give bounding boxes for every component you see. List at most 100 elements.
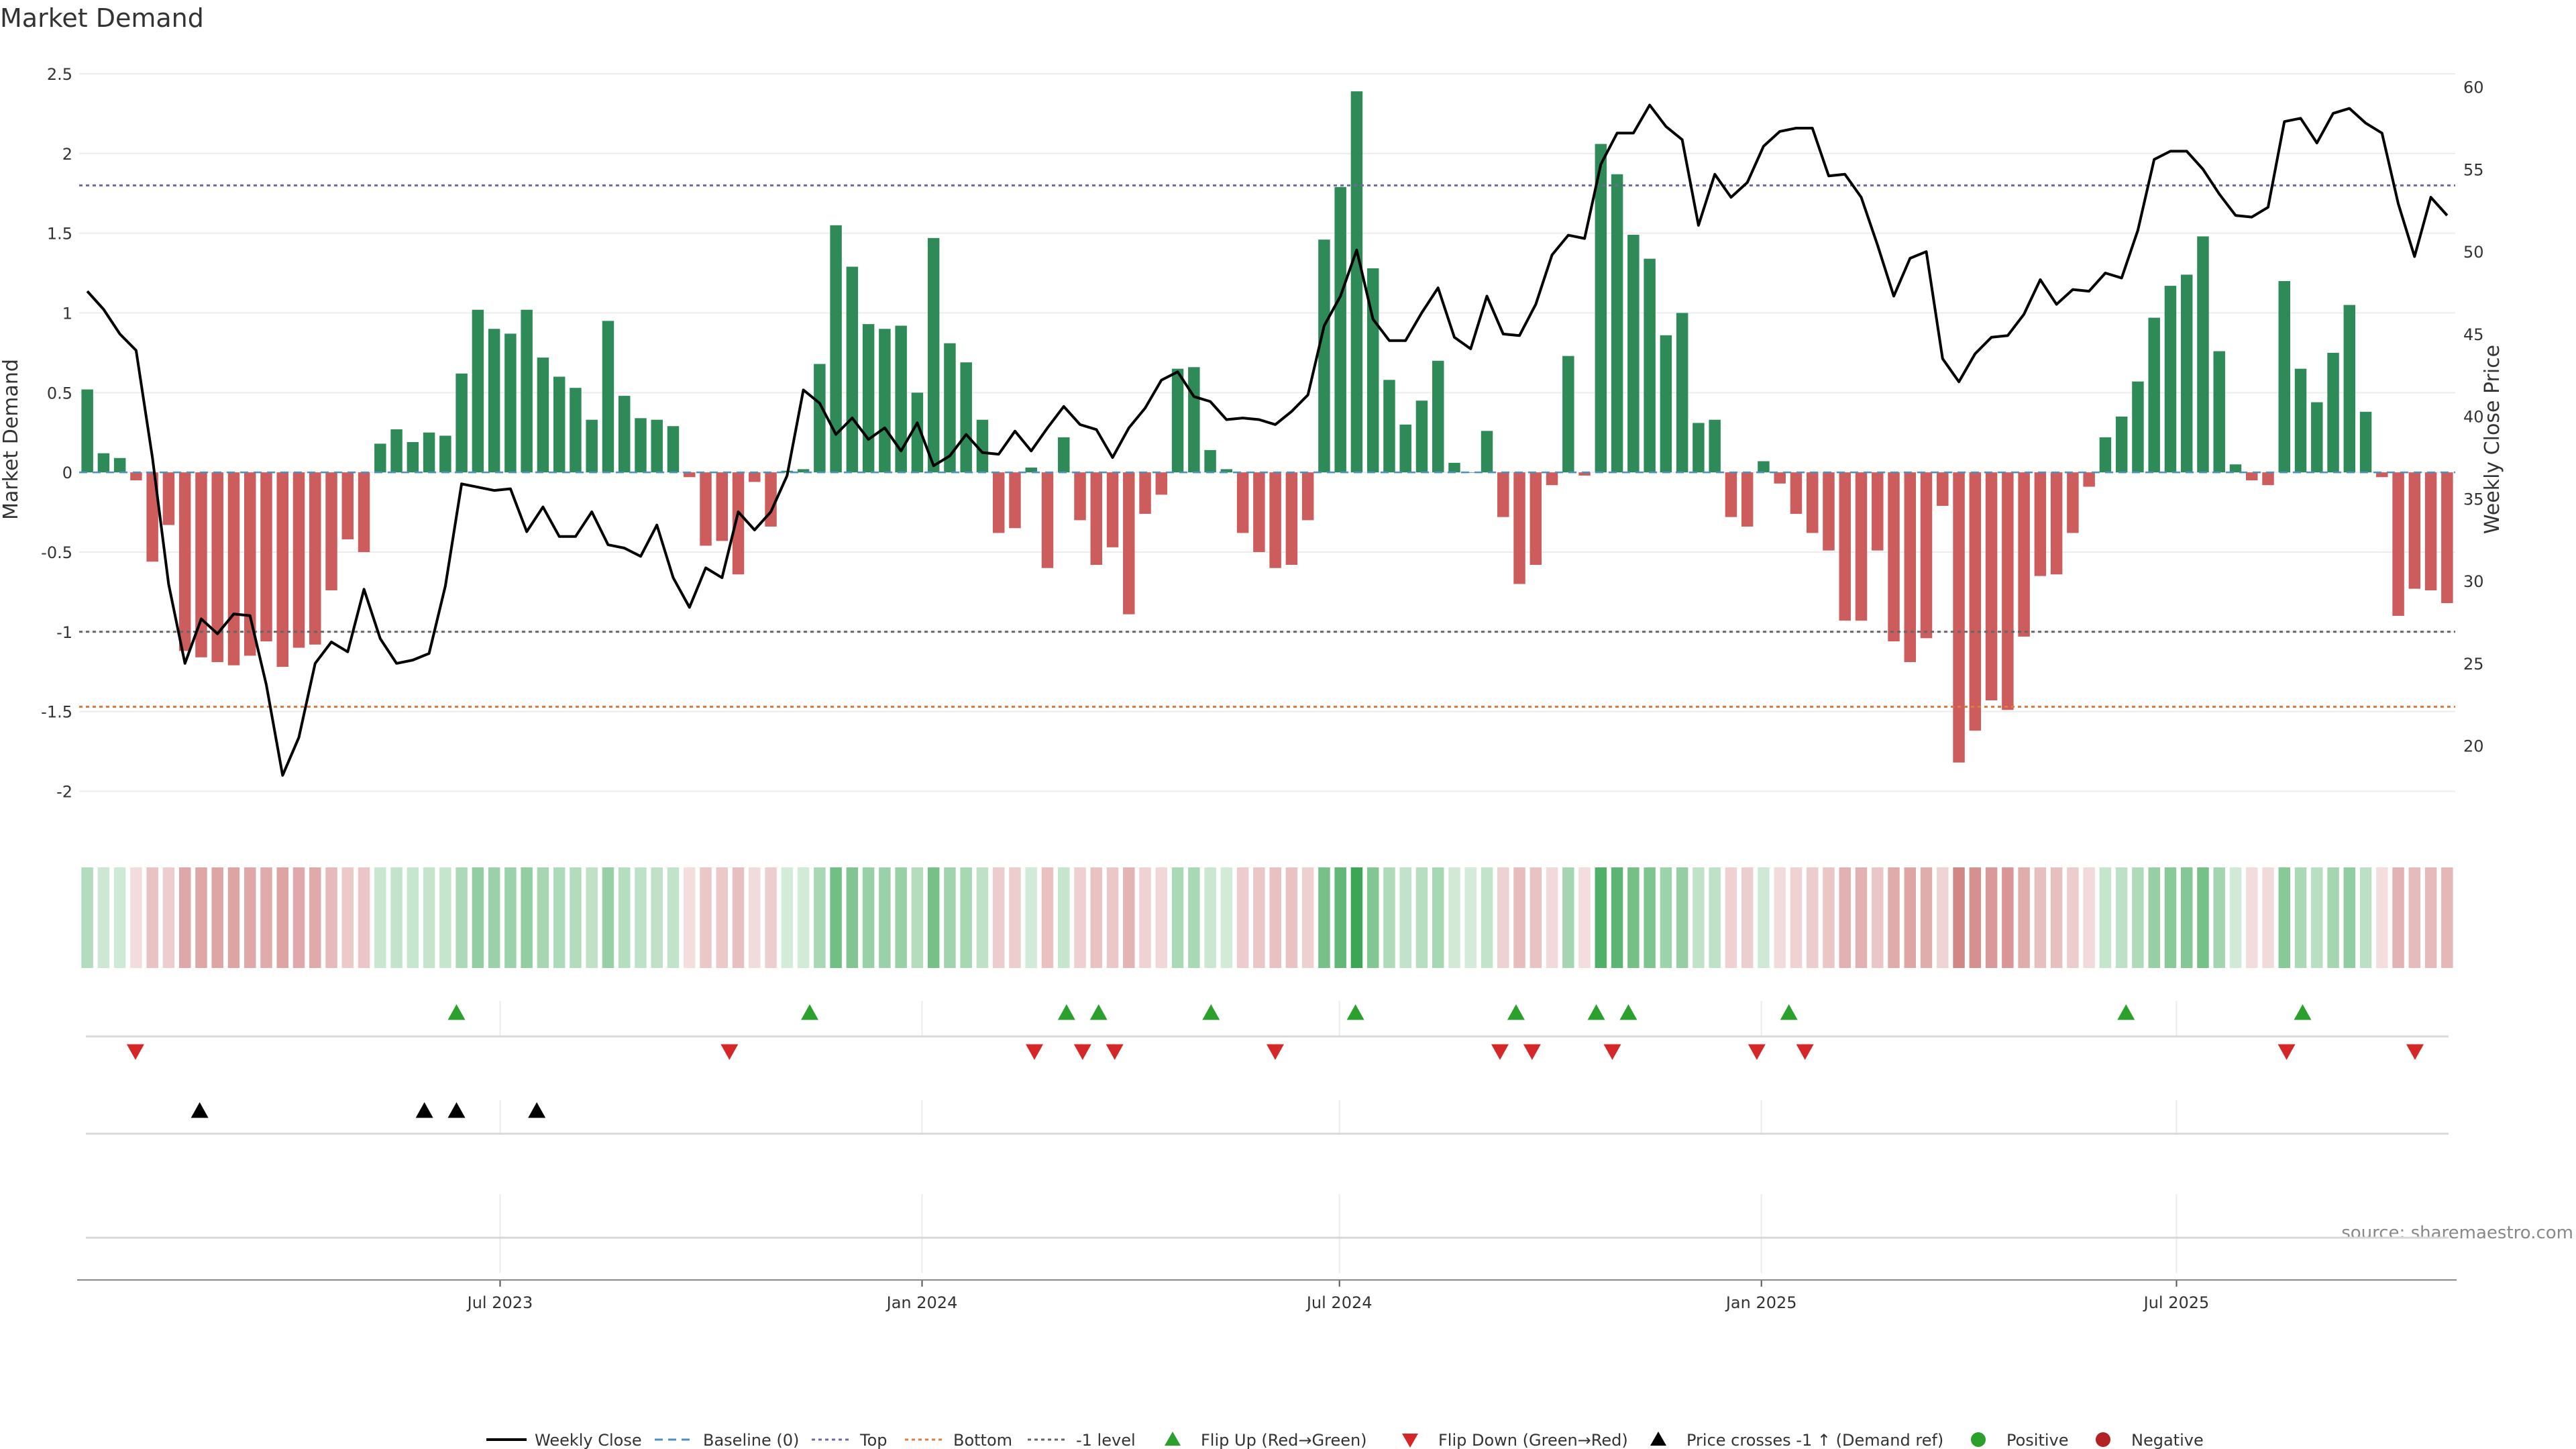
- heat-cell: [2278, 867, 2291, 968]
- heat-cell: [1269, 867, 1281, 968]
- y-axis-left-title: Market Demand: [0, 359, 23, 520]
- heat-cell: [1888, 867, 1900, 968]
- demand-bar: [2278, 280, 2291, 473]
- heat-cell: [716, 867, 729, 968]
- demand-bar: [667, 426, 680, 473]
- x-tick-label: Jan 2025: [1725, 1293, 1797, 1312]
- heat-cell: [846, 867, 859, 968]
- demand-bar: [749, 472, 761, 482]
- demand-bar: [1709, 419, 1721, 473]
- heat-cell: [276, 867, 288, 968]
- heat-cell: [2018, 867, 2030, 968]
- heat-cell: [2213, 867, 2225, 968]
- heat-cell: [2099, 867, 2112, 968]
- demand-bar: [2197, 236, 2209, 473]
- heat-cell: [1464, 867, 1477, 968]
- heat-cell: [2034, 867, 2047, 968]
- heat-cell: [1774, 867, 1786, 968]
- demand-bar: [1171, 368, 1184, 473]
- heat-cell: [797, 867, 810, 968]
- heat-cell: [423, 867, 435, 968]
- demand-bar: [260, 472, 272, 642]
- y-left-tick-label: 2.5: [47, 65, 72, 84]
- demand-bar: [700, 472, 712, 546]
- demand-bar: [1676, 313, 1688, 473]
- heat-cell: [684, 867, 696, 968]
- heat-cell: [553, 867, 566, 968]
- demand-bar: [1106, 472, 1119, 547]
- demand-bar: [1627, 235, 1640, 473]
- demand-bar: [814, 364, 826, 473]
- heat-cell: [960, 867, 972, 968]
- chart-title: Market Demand: [0, 3, 204, 33]
- demand-bar: [895, 325, 907, 473]
- demand-bar: [1090, 472, 1103, 565]
- demand-bar: [2050, 472, 2063, 575]
- heat-cell: [1627, 867, 1640, 968]
- heat-cell: [749, 867, 761, 968]
- demand-bar: [2018, 472, 2030, 637]
- demand-bar: [162, 472, 175, 525]
- demand-bar: [1562, 356, 1574, 473]
- heat-cell: [2441, 867, 2453, 968]
- flip-up-marker: [1089, 1004, 1108, 1020]
- price-cross-marker: [447, 1102, 466, 1118]
- demand-bar: [1758, 461, 1770, 473]
- demand-bar: [358, 472, 370, 552]
- heat-cell: [472, 867, 484, 968]
- legend-item: Weekly Close: [486, 1431, 642, 1449]
- demand-bar: [1432, 360, 1444, 473]
- demand-bar: [1872, 472, 1884, 551]
- heat-cell: [81, 867, 93, 968]
- demand-bar: [1546, 472, 1558, 486]
- flip-up-marker: [1619, 1004, 1638, 1020]
- heat-cell: [1009, 867, 1021, 968]
- y-right-tick-label: 60: [2463, 78, 2484, 97]
- demand-bar: [1383, 380, 1395, 473]
- demand-bar: [1529, 472, 1542, 565]
- demand-bar: [2246, 472, 2258, 481]
- demand-bar: [407, 441, 419, 473]
- demand-bar: [455, 373, 468, 473]
- demand-bar: [2424, 472, 2437, 591]
- heat-cell: [1285, 867, 1298, 968]
- heat-cell: [1171, 867, 1184, 968]
- y-right-tick-label: 40: [2463, 408, 2484, 427]
- y-right-tick-label: 25: [2463, 655, 2484, 674]
- demand-bar: [602, 321, 614, 473]
- flip-up-marker: [1507, 1004, 1525, 1020]
- demand-bar: [113, 458, 126, 473]
- demand-bar: [797, 469, 810, 473]
- heat-cell: [2050, 867, 2063, 968]
- heat-cell: [1415, 867, 1428, 968]
- heat-cell: [1904, 867, 1917, 968]
- heat-cell: [113, 867, 126, 968]
- flip-up-marker: [1780, 1004, 1798, 1020]
- heat-cell: [1481, 867, 1493, 968]
- heat-cell: [1366, 867, 1379, 968]
- heat-cell: [130, 867, 142, 968]
- heat-cell: [1611, 867, 1623, 968]
- y-left-tick-label: 1.5: [47, 225, 72, 244]
- heat-cell: [1432, 867, 1444, 968]
- heat-cell: [927, 867, 940, 968]
- demand-bar: [553, 376, 566, 473]
- heat-cell: [1513, 867, 1525, 968]
- source-note: source: sharemaestro.com: [2341, 1223, 2573, 1243]
- demand-bar: [2229, 464, 2242, 473]
- heat-cell: [504, 867, 517, 968]
- demand-bar: [2311, 402, 2323, 473]
- y-left-tick-label: 0.5: [47, 384, 72, 402]
- heat-cell: [1872, 867, 1884, 968]
- heat-cell: [341, 867, 354, 968]
- demand-bar: [1269, 472, 1281, 568]
- legend-label: Weekly Close: [535, 1431, 642, 1449]
- flip-down-marker: [1026, 1044, 1044, 1060]
- demand-bar: [1220, 469, 1233, 473]
- flip-up-marker: [2294, 1004, 2312, 1020]
- demand-bar: [1236, 472, 1249, 533]
- flip-down-marker: [1603, 1044, 1621, 1060]
- heat-cell: [992, 867, 1005, 968]
- demand-bar: [879, 329, 891, 473]
